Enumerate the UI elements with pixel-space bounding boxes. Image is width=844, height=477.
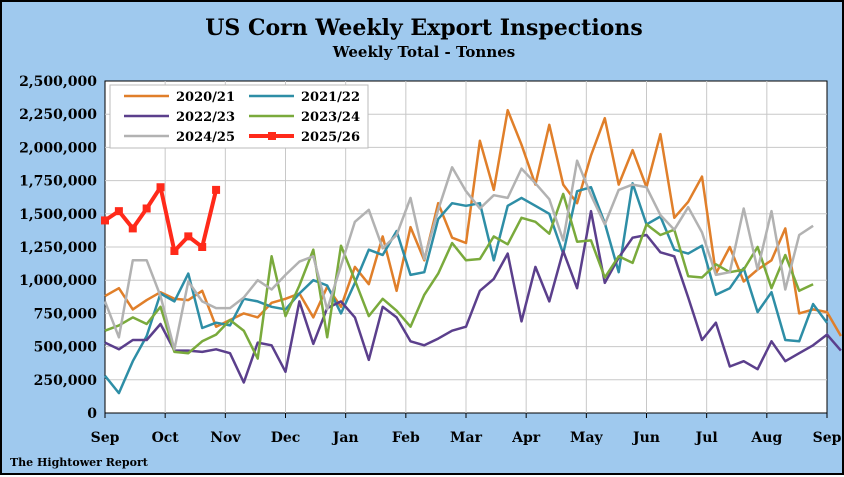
x-tick-label: Sep	[91, 430, 120, 446]
series-line-2022-23	[104, 209, 842, 384]
x-tick-label: Dec	[271, 430, 301, 446]
y-tick-label: 2,000,000	[19, 140, 97, 156]
x-tick-label: Jan	[331, 430, 359, 446]
series-point-2025-26	[156, 183, 165, 192]
legend-label: 2023/24	[301, 110, 360, 125]
chart-title: US Corn Weekly Export Inspections	[205, 15, 643, 41]
chart-subtitle: Weekly Total - Tonnes	[332, 43, 515, 61]
y-tick-label: 0	[87, 406, 97, 422]
series-point-2025-26	[184, 232, 193, 241]
x-tick-label: Jun	[631, 430, 660, 446]
x-tick-label: Jul	[694, 430, 718, 446]
series-point-2025-26	[128, 224, 137, 233]
y-tick-label: 250,000	[34, 373, 98, 389]
x-tick-label: Oct	[152, 430, 180, 446]
x-tick-label: Feb	[392, 430, 420, 446]
series-point-2025-26	[212, 185, 221, 194]
x-tick-label: Apr	[511, 430, 541, 446]
x-tick-label: Nov	[210, 430, 241, 446]
footer-credit: The Hightower Report	[10, 456, 148, 469]
y-tick-label: 1,250,000	[19, 240, 97, 256]
y-tick-label: 2,500,000	[19, 74, 97, 90]
x-tick-label: May	[570, 430, 604, 446]
y-tick-label: 1,000,000	[19, 273, 97, 289]
plot-area: 0 250,000 500,000 750,000 1,000,000 1,250,000…	[19, 74, 842, 446]
legend-label: 2021/22	[301, 90, 360, 105]
legend-label: 2020/21	[176, 90, 235, 105]
x-tick-label: Aug	[750, 430, 782, 446]
y-tick-label: 2,250,000	[19, 107, 97, 123]
x-tick-label: Sep	[813, 430, 842, 446]
legend-label: 2024/25	[176, 130, 235, 145]
series-point-2025-26	[142, 204, 151, 213]
legend-marker	[268, 132, 276, 140]
series-point-2025-26	[198, 243, 207, 251]
series-point-2025-26	[170, 246, 179, 255]
y-tick-label: 1,500,000	[19, 207, 97, 223]
legend-label: 2025/26	[301, 130, 360, 145]
series-line-2024-25	[103, 159, 814, 351]
legend-label: 2022/23	[176, 110, 235, 125]
y-tick-label: 500,000	[34, 340, 98, 356]
y-tick-label: 750,000	[34, 306, 98, 322]
y-tick-label: 1,750,000	[19, 174, 97, 190]
series-line-2023-24	[104, 192, 814, 360]
x-tick-label: Mar	[450, 430, 483, 446]
series-point-2025-26	[101, 216, 109, 225]
series-point-2025-26	[114, 207, 123, 216]
